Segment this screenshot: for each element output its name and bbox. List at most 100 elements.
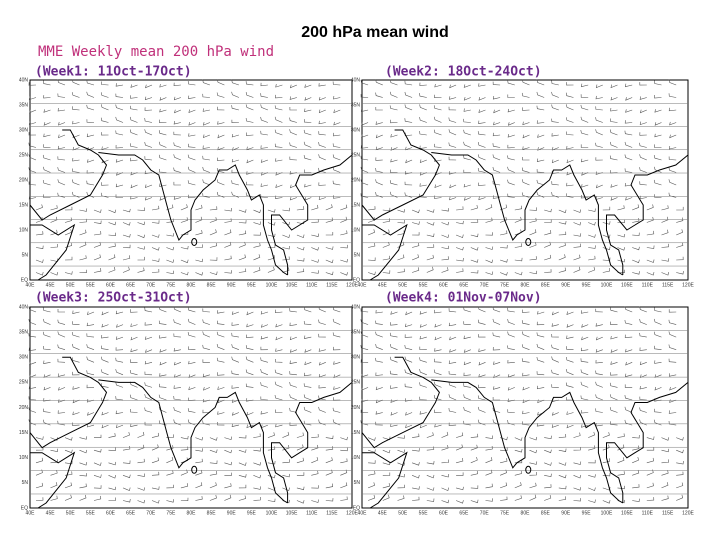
wind-barb: [632, 457, 639, 464]
wind-barb: [390, 169, 398, 173]
wind-barb: [434, 184, 442, 188]
lon-label: 55E: [86, 282, 96, 288]
wind-barb: [588, 431, 595, 438]
wind-barb: [390, 147, 398, 151]
wind-barb: [151, 444, 159, 451]
wind-barb: [573, 209, 581, 213]
wind-barb: [86, 191, 95, 198]
wind-barb: [57, 344, 66, 350]
wind-barb: [188, 386, 196, 391]
wind-barb: [57, 373, 66, 377]
wind-barb: [397, 219, 405, 224]
wind-barb: [595, 106, 603, 111]
wind-barb: [522, 386, 530, 391]
lon-label: 50E: [66, 510, 76, 516]
wind-barb: [456, 472, 464, 476]
wind-barb: [588, 222, 596, 226]
wind-barb: [318, 154, 326, 161]
wind-barb: [224, 229, 232, 236]
wind-barb: [282, 221, 290, 226]
wind-barb: [245, 92, 254, 98]
map-frame: [29, 79, 353, 281]
wind-barb: [507, 166, 515, 173]
map-subtitle: MME Weekly mean 200 hPa wind: [38, 44, 274, 60]
wind-barb: [318, 142, 326, 148]
wind-barb: [43, 345, 51, 350]
wind-barb: [544, 449, 552, 454]
wind-barb: [521, 358, 530, 363]
wind-barb: [368, 206, 376, 211]
wind-barb: [389, 105, 398, 111]
wind-barb: [441, 473, 450, 478]
wind-barb: [448, 117, 457, 123]
wind-barb: [558, 242, 566, 248]
wind-barb: [289, 84, 298, 89]
wind-barb: [318, 419, 326, 426]
wind-barb: [151, 457, 159, 464]
wind-barb: [318, 306, 326, 313]
wind-barb: [360, 94, 369, 98]
wind-barb: [499, 216, 507, 223]
wind-barb: [282, 459, 290, 464]
wind-barb: [28, 96, 37, 101]
wind-barb: [360, 409, 369, 414]
wind-barb: [449, 349, 457, 353]
wind-barb: [470, 470, 478, 476]
wind-barb: [588, 474, 596, 478]
wind-barb: [522, 107, 530, 111]
coastline: [361, 129, 440, 221]
wind-barb: [72, 343, 80, 350]
lon-label: 45E: [46, 282, 56, 288]
wind-barb: [333, 374, 341, 379]
wind-barb: [86, 322, 95, 327]
wind-barb: [115, 194, 124, 198]
wind-barb: [57, 358, 66, 363]
wind-barb: [267, 254, 275, 261]
lon-label: 70E: [480, 282, 490, 288]
wind-barb: [303, 129, 312, 136]
wind-barb: [202, 93, 210, 98]
wind-barb: [137, 444, 145, 451]
wind-barb: [318, 182, 326, 186]
wind-barb: [419, 411, 427, 415]
wind-barb: [253, 232, 261, 236]
wind-barb: [617, 247, 625, 251]
wind-barb: [318, 83, 326, 87]
wind-barb: [304, 169, 312, 173]
wind-barb: [573, 432, 581, 438]
wind-barb: [340, 447, 348, 452]
wind-barb: [485, 435, 493, 439]
wind-barb: [566, 311, 574, 315]
wind-barb: [130, 348, 138, 353]
wind-barb: [101, 81, 109, 86]
wind-barb: [144, 322, 153, 326]
wind-barb: [304, 108, 312, 112]
wind-barb: [588, 459, 596, 464]
wind-barb: [195, 437, 203, 441]
wind-barb: [580, 395, 589, 401]
wind-barb: [529, 461, 538, 465]
wind-barb: [375, 386, 383, 391]
wind-barb: [274, 105, 283, 111]
wind-barb: [217, 372, 225, 376]
wind-barb: [654, 166, 662, 173]
lon-label: 95E: [247, 510, 257, 516]
wind-barb: [661, 459, 669, 464]
wind-barb: [375, 320, 383, 325]
wind-barb: [360, 331, 369, 338]
wind-barb: [448, 142, 457, 148]
wind-barb: [29, 374, 37, 379]
lat-label: 25N: [351, 380, 361, 386]
wind-barb: [492, 180, 501, 186]
wind-barb: [492, 166, 501, 173]
wind-barb: [275, 348, 283, 352]
wind-barb: [86, 333, 95, 338]
wind-barb: [646, 204, 654, 211]
wind-barb: [267, 209, 276, 213]
coastline: [271, 382, 353, 503]
wind-barb: [463, 349, 471, 353]
wind-barb: [50, 272, 59, 276]
wind-barb: [166, 270, 174, 275]
wind-barb: [624, 154, 633, 161]
wind-barb: [71, 331, 80, 338]
